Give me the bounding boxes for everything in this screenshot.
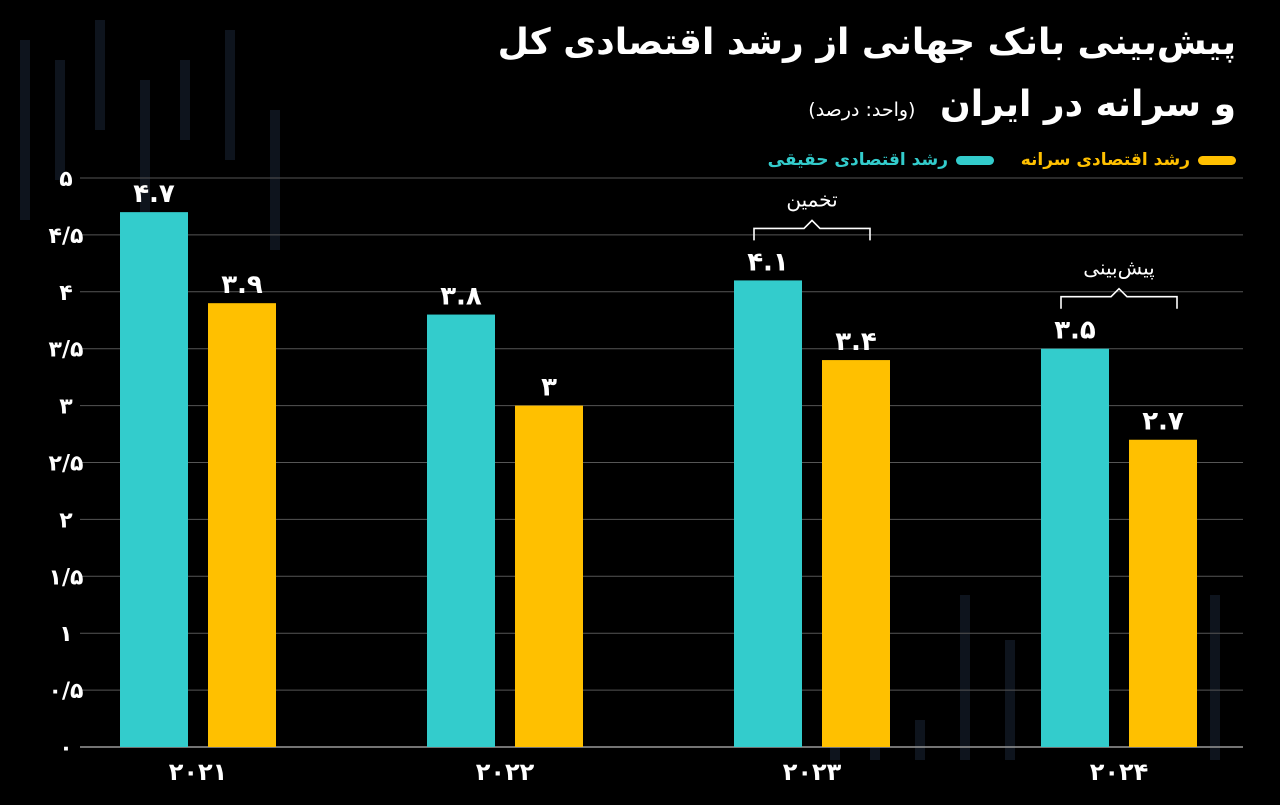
y-tick-label: ۰/۵ [49, 679, 84, 704]
y-tick-label: ۱/۵ [49, 565, 84, 590]
legend-label-real-growth: رشد اقتصادی حقیقی [767, 150, 948, 170]
background-candle [55, 60, 65, 180]
background-candle [140, 80, 150, 240]
bar-value-label: ۲.۷ [1142, 407, 1184, 437]
subtitle-text: و سرانه در ایران [940, 84, 1236, 125]
legend-swatch-per-capita [1198, 155, 1236, 165]
bar-per-capita [822, 360, 890, 747]
y-tick-label: ۳ [59, 395, 73, 420]
bar-value-label: ۳ [541, 373, 557, 403]
background-candle [20, 40, 30, 220]
legend-real-growth: رشد اقتصادی حقیقی [768, 150, 994, 170]
annotation-brace [1060, 287, 1178, 309]
y-tick-label: ۱ [59, 622, 72, 647]
bar-real-growth [734, 280, 802, 747]
background-candle [1005, 640, 1015, 760]
background-candle [225, 30, 235, 160]
bar-per-capita [208, 303, 276, 747]
y-tick-label: ۲/۵ [49, 452, 84, 477]
bar-value-label: ۴.۱ [747, 247, 789, 277]
annotation-brace [753, 219, 871, 241]
background-candle [960, 595, 970, 760]
bar-real-growth [1041, 348, 1109, 747]
background-candle [95, 20, 105, 130]
legend-swatch-real-growth [956, 155, 994, 165]
x-tick-label: ۲۰۲۳ [783, 758, 842, 786]
bar-value-label: ۳.۴ [835, 327, 877, 357]
background-candle [915, 720, 925, 760]
annotation-label: تخمین [786, 187, 837, 211]
x-tick-label: ۲۰۲۲ [476, 758, 535, 786]
legend-label-per-capita: رشد اقتصادی سرانه [1020, 150, 1190, 170]
background-candle [1210, 595, 1220, 760]
unit-label: (واحد: درصد) [808, 99, 916, 121]
y-tick-label: ۵ [59, 167, 72, 192]
bar-real-growth [427, 314, 495, 747]
bar-per-capita [1129, 439, 1197, 747]
bar-real-growth [120, 212, 188, 747]
bar-per-capita [515, 405, 583, 747]
x-tick-label: ۲۰۲۱ [169, 758, 228, 786]
legend-per-capita: رشد اقتصادی سرانه [1021, 150, 1236, 170]
y-tick-label: ۳/۵ [49, 338, 84, 363]
page-title: پیش‌بینی بانک جهانی از رشد اقتصادی کل [497, 22, 1236, 63]
page-subtitle: و سرانه در ایران (واحد: درصد) [808, 84, 1236, 125]
bar-value-label: ۳.۵ [1054, 316, 1096, 346]
annotation-label: پیش‌بینی [1083, 256, 1154, 281]
x-tick-label: ۲۰۲۴ [1090, 758, 1149, 786]
bar-value-label: ۳.۸ [440, 282, 482, 312]
y-tick-label: ۲ [59, 508, 73, 533]
bar-value-label: ۳.۹ [221, 270, 263, 300]
y-tick-label: ۴/۵ [49, 224, 84, 249]
bar-value-label: ۴.۷ [133, 179, 175, 209]
y-tick-label: ۴ [59, 281, 72, 306]
y-tick-label: ۰ [59, 736, 72, 761]
background-candle [270, 110, 280, 250]
background-candle [180, 60, 190, 140]
